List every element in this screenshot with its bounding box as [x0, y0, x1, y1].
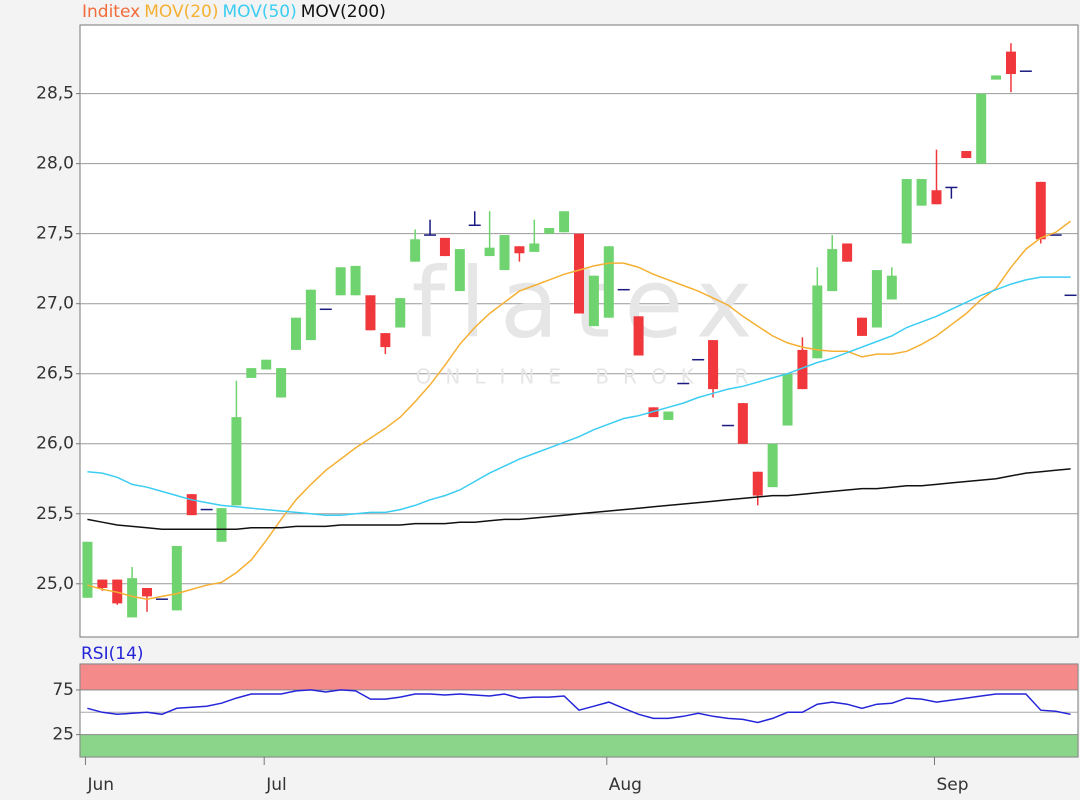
candle-body — [200, 508, 213, 511]
series-line — [87, 689, 1071, 724]
candle-body — [276, 368, 287, 398]
candle-body — [842, 243, 853, 262]
y-tick-label: 25 — [52, 725, 74, 745]
series-line — [87, 220, 1072, 600]
candle-body — [395, 298, 406, 328]
candle-body — [231, 417, 242, 506]
overbought-band — [80, 664, 1078, 691]
candle-body — [931, 190, 942, 205]
y-tick-label: 26,5 — [36, 364, 74, 384]
legend-entry: Inditex — [82, 2, 140, 22]
candle-body — [1005, 51, 1016, 75]
candle-body — [186, 494, 197, 516]
candle-body — [677, 382, 690, 385]
candle-body — [350, 265, 361, 296]
candle-body — [812, 285, 823, 359]
candle-body — [155, 598, 168, 600]
candle-body — [767, 443, 778, 488]
candle-body — [1064, 294, 1077, 297]
candle-body — [319, 308, 332, 311]
x-tick-label: Jul — [265, 775, 287, 795]
candle-body — [692, 358, 705, 361]
candle-body — [380, 333, 391, 348]
candle-body — [424, 234, 437, 236]
candle-body — [468, 224, 481, 227]
candle-body — [588, 275, 599, 327]
candle-body — [916, 179, 927, 206]
candle-body — [439, 237, 450, 257]
y-tick-label: 25,5 — [36, 504, 74, 524]
y-tick-label: 75 — [52, 680, 74, 700]
candle-body — [976, 93, 987, 164]
candle-body — [945, 186, 958, 189]
series-line — [87, 468, 1071, 530]
series-line — [87, 276, 1071, 516]
candle-body — [633, 316, 644, 356]
candle-body — [901, 179, 912, 244]
y-tick-label: 25,0 — [36, 574, 74, 594]
oversold-band — [80, 734, 1078, 757]
x-tick-label: Jun — [86, 775, 114, 795]
watermark-sub: ONLINE BROKER — [416, 365, 763, 389]
candle-body — [82, 541, 93, 598]
candle-body — [721, 424, 734, 427]
plot-layer — [80, 664, 1078, 757]
candle-body — [499, 235, 510, 271]
candle-body — [574, 233, 584, 314]
y-tick-label: 28,5 — [36, 84, 74, 104]
candle-body — [752, 471, 763, 496]
candle-body — [97, 579, 108, 588]
candle-body — [782, 373, 793, 426]
legend-entry: MOV(200) — [301, 2, 386, 22]
candle-body — [454, 249, 465, 292]
candle-body — [559, 211, 570, 233]
x-tick-label: Aug — [609, 775, 642, 795]
candle-body — [603, 246, 614, 318]
y-tick-label: 27,5 — [36, 224, 74, 244]
main-plot — [79, 24, 1079, 638]
panel-label: RSI(14) — [81, 644, 144, 664]
candle-body — [1019, 70, 1032, 72]
candle-body — [544, 228, 555, 234]
candle-body — [246, 368, 257, 378]
candle-body — [171, 545, 182, 611]
candle-body — [529, 243, 540, 252]
candle-body — [737, 403, 748, 444]
legend-entry: MOV(50) — [222, 2, 296, 22]
x-tick-label: Sep — [936, 775, 968, 795]
candle-body — [708, 340, 719, 390]
candle-body — [261, 359, 272, 370]
plot-layer: flatexONLINE BROKER — [80, 43, 1078, 618]
y-tick-label: 28,0 — [36, 154, 74, 174]
candle-body — [335, 267, 346, 296]
candle-body — [142, 587, 153, 597]
candle-body — [886, 275, 897, 300]
candle-body — [871, 270, 882, 328]
candle-body — [991, 75, 1002, 80]
candle-body — [1049, 234, 1062, 236]
candle-body — [827, 249, 838, 292]
candle-body — [365, 295, 376, 331]
candle-body — [961, 151, 972, 159]
candle-body — [290, 317, 301, 350]
candle-body — [127, 578, 138, 618]
candle-body — [1035, 181, 1046, 240]
candle-body — [305, 289, 316, 341]
candle-body — [514, 246, 525, 254]
candle-body — [857, 317, 868, 336]
y-tick-label: 27,0 — [36, 294, 74, 314]
y-tick-label: 26,0 — [36, 434, 74, 454]
candle-body — [484, 247, 495, 257]
candle-body — [216, 508, 227, 542]
candle-body — [617, 288, 630, 291]
candle-body — [797, 349, 808, 390]
legend-entry: MOV(20) — [144, 2, 218, 22]
candle-body — [410, 239, 421, 262]
candle-body — [663, 411, 674, 420]
